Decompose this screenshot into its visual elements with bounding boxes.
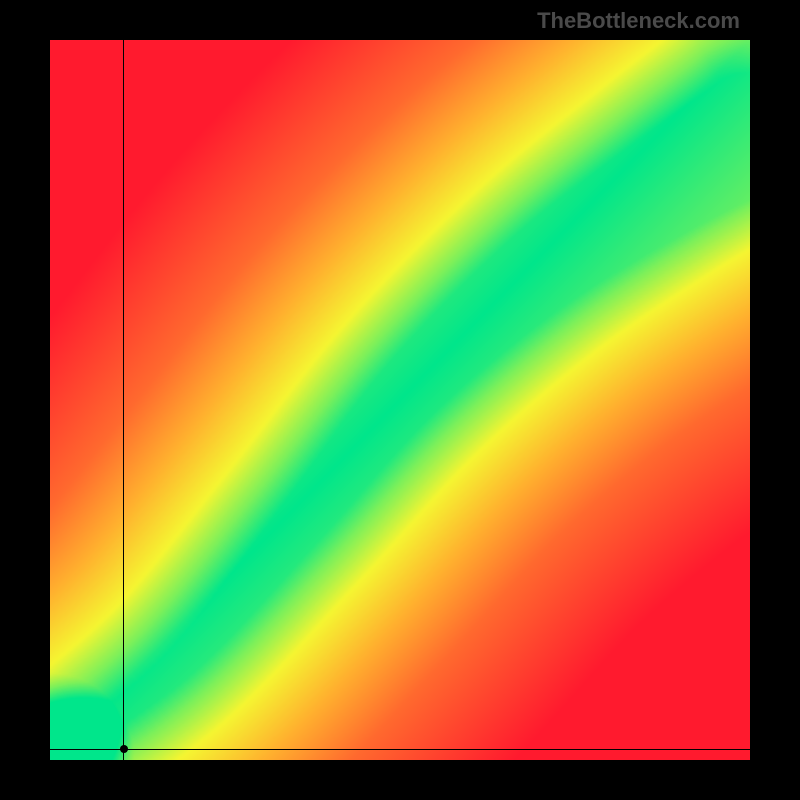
heatmap-canvas [50, 40, 750, 760]
crosshair-marker [120, 745, 128, 753]
watermark-text: TheBottleneck.com [537, 8, 740, 34]
crosshair-horizontal [50, 749, 750, 750]
crosshair-vertical [123, 40, 124, 760]
heatmap-plot [50, 40, 750, 760]
